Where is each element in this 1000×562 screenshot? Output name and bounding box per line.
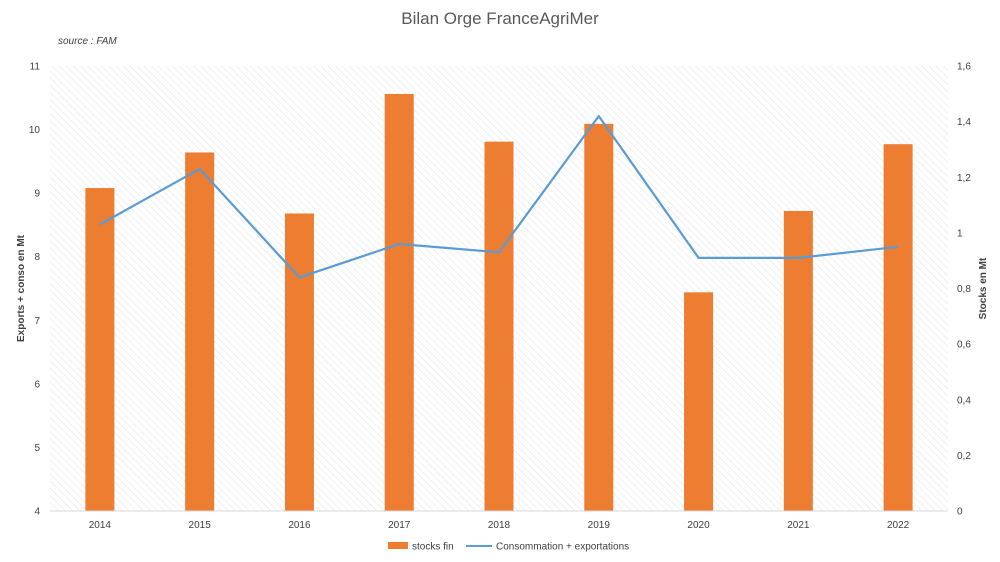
x-tick-label: 2016 bbox=[288, 520, 311, 531]
x-tick-label: 2019 bbox=[588, 520, 611, 531]
x-tick-label: 2021 bbox=[787, 520, 810, 531]
bar-stocks-fin-2017 bbox=[384, 93, 414, 511]
y2-tick-label: 0,4 bbox=[957, 395, 971, 406]
y-tick-label: 11 bbox=[30, 62, 41, 73]
y-axis-left: 4 5 6 7 8 9 10 11 bbox=[29, 62, 41, 518]
legend-label-consommation-exportations: Consommation + exportations bbox=[496, 542, 629, 553]
bar-stocks-fin-2022 bbox=[883, 144, 913, 511]
y2-tick-label: 1,2 bbox=[957, 173, 971, 184]
y2-tick-label: 1,6 bbox=[957, 62, 971, 73]
bar-stocks-fin-2018 bbox=[484, 141, 514, 511]
y-axis-title: Exports + conso en Mt bbox=[16, 234, 27, 342]
consommation-exportations-line bbox=[99, 115, 899, 279]
y2-tick-label: 1 bbox=[957, 228, 963, 239]
x-tick-label: 2015 bbox=[189, 520, 212, 531]
chart-title: Bilan Orge FranceAgriMer bbox=[401, 9, 599, 28]
x-axis: 2014 2015 2016 2017 2018 2019 2020 2021 2022 bbox=[89, 520, 910, 531]
y-tick-label: 8 bbox=[34, 252, 40, 263]
y-axis-right: 0 0,2 0,4 0,6 0,8 1 1,2 1,4 1,6 bbox=[957, 62, 971, 518]
y2-axis-title: Stocks en Mt bbox=[978, 257, 989, 319]
bar-stocks-fin-2016 bbox=[284, 213, 314, 511]
bars-layer bbox=[85, 93, 913, 512]
x-tick-label: 2020 bbox=[687, 520, 710, 531]
y-tick-label: 7 bbox=[34, 316, 40, 327]
y2-tick-label: 0,8 bbox=[957, 284, 971, 295]
y2-tick-label: 0 bbox=[957, 507, 963, 518]
bar-stocks-fin-2014 bbox=[85, 188, 115, 512]
x-tick-label: 2014 bbox=[89, 520, 112, 531]
y2-tick-label: 0,2 bbox=[957, 451, 971, 462]
legend-swatch-stocks-fin bbox=[388, 542, 408, 549]
legend: stocks fin Consommation + exportations bbox=[388, 542, 629, 553]
y-tick-label: 6 bbox=[34, 379, 40, 390]
y2-tick-label: 1,4 bbox=[957, 117, 971, 128]
bar-stocks-fin-2019 bbox=[584, 123, 614, 511]
x-tick-label: 2018 bbox=[488, 520, 511, 531]
bar-stocks-fin-2020 bbox=[684, 292, 714, 511]
y-tick-label: 10 bbox=[29, 125, 41, 136]
legend-label-stocks-fin: stocks fin bbox=[412, 542, 454, 553]
chart-source: source : FAM bbox=[58, 36, 117, 47]
y-tick-label: 9 bbox=[34, 189, 40, 200]
bar-stocks-fin-2021 bbox=[783, 210, 813, 511]
y-tick-label: 5 bbox=[34, 443, 40, 454]
y2-tick-label: 0,6 bbox=[957, 340, 971, 351]
bar-stocks-fin-2015 bbox=[185, 152, 215, 511]
y-tick-label: 4 bbox=[34, 507, 40, 518]
x-tick-label: 2017 bbox=[388, 520, 411, 531]
x-tick-label: 2022 bbox=[887, 520, 910, 531]
